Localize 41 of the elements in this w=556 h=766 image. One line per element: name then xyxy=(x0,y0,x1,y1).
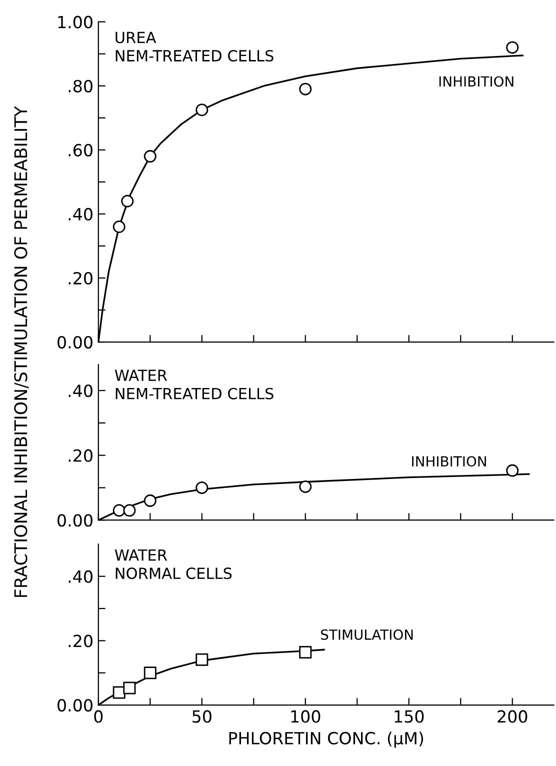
y-tick-label: .40 xyxy=(68,384,92,398)
point xyxy=(196,104,208,116)
y-tick-label: .20 xyxy=(68,449,92,462)
y-tick-label: 0.00 xyxy=(58,514,92,527)
x-axis-title: PHLORETIN CONC. (μM) xyxy=(229,732,424,748)
point xyxy=(196,481,208,494)
y-tick-label: 0.00 xyxy=(58,698,92,712)
annotation: WATER NORMAL CELLS xyxy=(114,549,232,580)
point xyxy=(506,464,519,477)
y-axis-title: FRACTIONAL INHIBITION/STIMULATION OF PERMEABILITY xyxy=(14,106,29,597)
annotation: INHIBITION xyxy=(439,76,514,87)
point xyxy=(112,504,126,517)
point xyxy=(144,666,156,680)
y-tick-label: .40 xyxy=(68,570,92,583)
x-tick-label: 0 xyxy=(94,710,103,723)
y-tick-label: .80 xyxy=(68,80,92,92)
point xyxy=(196,653,208,666)
annotation: STIMULATION xyxy=(321,629,413,640)
annotation: WATER NEM-TREATED CELLS xyxy=(114,370,274,400)
y-tick-label: 0.00 xyxy=(58,336,92,349)
x-tick-label: 50 xyxy=(192,710,212,723)
point xyxy=(299,82,312,96)
point xyxy=(121,194,134,208)
point xyxy=(112,220,126,233)
y-tick-label: .40 xyxy=(68,208,92,221)
point xyxy=(123,504,136,517)
point xyxy=(299,480,312,493)
point xyxy=(123,682,136,694)
point xyxy=(144,150,156,163)
y-tick-label: .20 xyxy=(68,634,92,648)
annotation: UREA NEM-TREATED CELLS xyxy=(116,32,274,62)
y-tick-label: 1.00 xyxy=(58,16,92,28)
point xyxy=(506,41,519,54)
y-tick-label: .60 xyxy=(68,144,92,156)
x-tick-label: 200 xyxy=(498,710,528,723)
point xyxy=(299,646,312,659)
annotation: INHIBITION xyxy=(412,456,486,467)
point xyxy=(144,494,156,507)
x-tick-label: 100 xyxy=(291,710,320,723)
x-tick-label: 150 xyxy=(394,710,424,723)
y-tick-label: .20 xyxy=(68,272,92,285)
